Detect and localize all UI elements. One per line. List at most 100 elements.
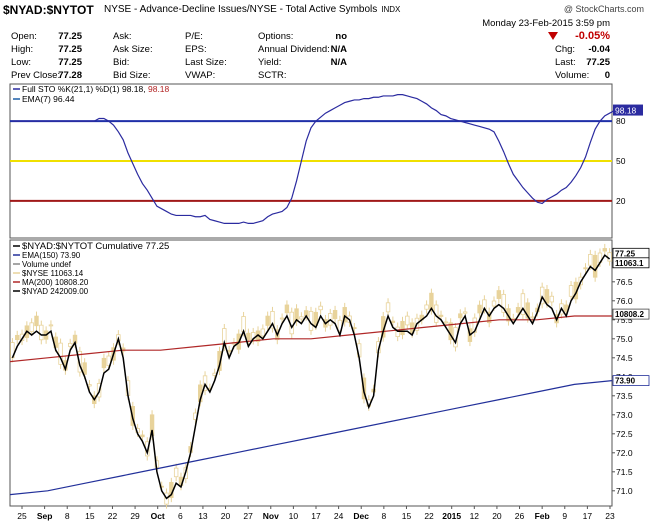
price-legend-label: $NYSE 11063.14 (22, 269, 84, 278)
price-right-tag (612, 257, 650, 269)
quote-label: Bid Size: (113, 70, 151, 81)
price-y-tick: 73.5 (616, 391, 633, 401)
price-candle (217, 350, 222, 371)
price-candle (173, 467, 179, 478)
symbol-title: $NYAD:$NYTOT (3, 3, 94, 17)
quote-label: SCTR: (258, 70, 287, 81)
x-tick-label: 20 (492, 511, 502, 521)
x-tick-label: 6 (178, 511, 183, 521)
quote-value: 77.25 (58, 57, 82, 68)
exchange-label: INDX (381, 5, 401, 14)
quote-value: 0 (604, 70, 610, 81)
sto-last-tag (613, 104, 643, 116)
x-tick-label: Sep (37, 511, 53, 521)
price-candle (438, 314, 444, 317)
quote-label: EPS: (185, 44, 207, 55)
x-tick-label: Nov (263, 511, 279, 521)
ad-cumulative-line (11, 254, 611, 500)
price-candle (279, 317, 285, 320)
price-legend-label: $NYAD:$NYTOT Cumulative 77.25 (22, 241, 169, 252)
price-candle (332, 310, 338, 320)
ema150-line (9, 380, 613, 496)
change-percent: -0.05% (575, 30, 610, 42)
quote-value: no (335, 31, 347, 42)
price-candle (246, 332, 251, 340)
price-right-tag (612, 308, 650, 320)
price-candle (462, 311, 468, 314)
quote-label: High: (11, 44, 34, 55)
x-tick-label: Dec (353, 511, 369, 521)
quote-label: Options: (258, 31, 294, 42)
price-candle (496, 290, 502, 299)
sto-y-tick: 80 (616, 116, 626, 126)
x-tick-label: 15 (402, 511, 412, 521)
price-candle (222, 328, 227, 347)
quote-label: Annual Dividend: (258, 44, 330, 55)
price-candle (77, 350, 83, 373)
price-candle (491, 300, 497, 307)
price-candle (29, 322, 34, 333)
price-candle (530, 316, 535, 319)
price-candle (385, 302, 391, 313)
price-y-tick: 75.0 (616, 334, 633, 344)
price-candle (270, 311, 275, 329)
price-candle (544, 289, 550, 304)
price-candle (400, 320, 405, 336)
price-candle (520, 293, 526, 315)
chart-header: $NYAD:$NYTOT NYSE - Advance-Decline Issu… (0, 0, 650, 20)
description-text: NYSE - Advance-Decline Issues/NYSE - Tot… (104, 4, 378, 15)
quote-label: Ask Size: (113, 44, 153, 55)
price-candle (19, 333, 25, 341)
quote-label: Prev Close: (11, 70, 61, 81)
price-candle (602, 248, 607, 252)
quote-label: VWAP: (185, 70, 216, 81)
price-candle (486, 311, 492, 324)
quote-value: 77.25 (586, 57, 610, 68)
x-tick-label: 8 (381, 511, 386, 521)
price-y-tick: 73.0 (616, 410, 633, 420)
price-candle (515, 307, 521, 313)
price-right-tag-text: 77.25 (615, 249, 636, 258)
price-y-tick: 72.0 (616, 448, 633, 458)
price-right-tag-text: 11063.1 (615, 259, 644, 268)
price-candle (592, 254, 598, 278)
price-candle (477, 304, 482, 314)
symbol-description: NYSE - Advance-Decline Issues/NYSE - Tot… (104, 4, 400, 15)
quote-label: Last: (555, 57, 576, 68)
price-candle (583, 267, 588, 270)
quote-label: Open: (11, 31, 37, 42)
x-tick-label: 26 (515, 511, 525, 521)
price-candle (405, 315, 410, 326)
x-tick-label: Oct (151, 511, 165, 521)
price-legend-label: EMA(150) 73.90 (22, 251, 81, 260)
price-candle (260, 328, 266, 337)
sto-line (12, 94, 615, 224)
price-candle (313, 311, 319, 326)
x-tick-label: Feb (535, 511, 550, 521)
x-tick-label: 23 (605, 511, 615, 521)
price-candle (318, 305, 323, 311)
x-tick-label: 13 (198, 511, 208, 521)
x-tick-label: 15 (85, 511, 95, 521)
quote-value: 77.25 (58, 31, 82, 42)
price-candle (352, 327, 357, 329)
quote-value: 77.28 (58, 70, 82, 81)
price-candle (299, 316, 304, 320)
price-right-tag-text: 10808.2 (615, 310, 644, 319)
price-candle (106, 355, 111, 366)
sto-y-tick: 50 (616, 156, 626, 166)
x-tick-label: 25 (17, 511, 27, 521)
sto-last-tag-text: 98.18 (615, 106, 637, 116)
x-tick-label: 10 (289, 511, 299, 521)
x-tick-label: 20 (221, 511, 231, 521)
price-candle (34, 315, 39, 327)
price-right-tag-text: 73.90 (615, 377, 636, 386)
price-candle (525, 302, 530, 319)
price-candle (501, 293, 506, 313)
price-legend-label: Volume undef (22, 260, 72, 269)
sto-legend-value: 98.18 (148, 84, 170, 94)
price-right-tag (612, 375, 650, 387)
price-candle (101, 357, 107, 369)
quote-label: Yield: (258, 57, 282, 68)
